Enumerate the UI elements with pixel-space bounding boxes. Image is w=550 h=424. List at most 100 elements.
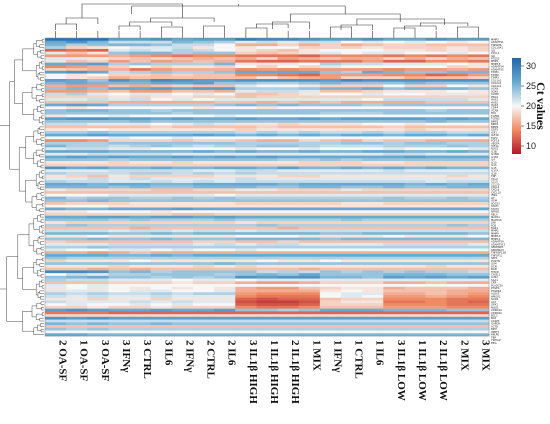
heatmap-cell [66, 333, 88, 337]
heatmap-cell [129, 139, 152, 143]
heatmap-cell [87, 237, 109, 241]
heatmap-cell [362, 54, 384, 58]
heatmap-cell [235, 76, 257, 80]
heatmap-cell [467, 221, 490, 225]
row-label: CXCL6 [491, 188, 500, 192]
heatmap-cell [193, 294, 215, 299]
heatmap-cell [108, 259, 130, 263]
dendrogram-branch [33, 43, 38, 55]
heatmap-cell [404, 54, 426, 58]
heatmap-cell [383, 79, 405, 83]
heatmap-cell [66, 111, 88, 115]
heatmap-cell [214, 128, 236, 132]
heatmap-cell [256, 70, 278, 74]
heatmap-cell [256, 270, 278, 274]
heatmap-cell [66, 207, 88, 211]
heatmap-cell [87, 234, 109, 238]
heatmap-cell [235, 193, 257, 197]
heatmap-cell [129, 325, 152, 329]
heatmap-cell [66, 210, 88, 214]
heatmap-cell [66, 161, 88, 165]
dendrogram-branch [41, 88, 44, 92]
dendrogram-branch [6, 256, 23, 322]
heatmap-cell [129, 286, 152, 290]
heatmap-cell [171, 212, 194, 216]
heatmap-cell [108, 303, 130, 307]
heatmap-cell [87, 65, 109, 69]
heatmap-cell [87, 48, 109, 52]
heatmap-cell [298, 232, 321, 236]
heatmap-cell [467, 182, 490, 186]
heatmap-cell [256, 303, 278, 307]
heatmap-cell [277, 234, 300, 238]
heatmap-cell [362, 202, 384, 206]
heatmap-cell [214, 289, 236, 293]
heatmap-cell [467, 289, 490, 293]
dendrogram-branch [39, 317, 44, 322]
heatmap-cell [66, 191, 88, 195]
heatmap-cell [277, 240, 300, 244]
heatmap-cell [66, 218, 88, 222]
heatmap-cell [45, 171, 67, 175]
heatmap-cell [256, 38, 278, 42]
heatmap-cell [129, 284, 152, 288]
heatmap-cell [256, 68, 278, 72]
heatmap-cell [404, 234, 426, 238]
row-label: ALOX5 [491, 292, 500, 296]
heatmap-cell [87, 98, 109, 102]
heatmap-cell [87, 284, 109, 288]
heatmap-cell [446, 330, 469, 334]
heatmap-cell [277, 207, 300, 211]
heatmap-cell [171, 193, 194, 197]
dendrogram-branch [65, 17, 99, 24]
heatmap-cell [150, 212, 173, 216]
heatmap-cell [362, 218, 384, 222]
heatmap-cell [319, 264, 342, 268]
heatmap-cell [383, 125, 405, 129]
heatmap-cell [298, 273, 321, 277]
heatmap-cell [256, 314, 278, 318]
heatmap-cell [129, 292, 152, 296]
heatmap-cell [66, 182, 88, 186]
heatmap-cell [404, 300, 426, 304]
heatmap-cell [171, 109, 194, 113]
heatmap-cell [446, 185, 469, 189]
heatmap-cell [256, 215, 278, 219]
heatmap-cell [150, 311, 173, 315]
heatmap-cell [277, 196, 300, 200]
heatmap-cell [214, 196, 236, 200]
heatmap-cell [108, 215, 130, 219]
heatmap-cell [319, 163, 342, 167]
heatmap-cell [87, 311, 109, 315]
heatmap-cell [362, 147, 384, 151]
heatmap-cell [446, 300, 469, 304]
heatmap-cell [298, 327, 321, 331]
heatmap-cell [298, 48, 321, 52]
heatmap-cell [383, 273, 405, 277]
heatmap-cell [341, 253, 363, 258]
heatmap-cell [319, 79, 342, 83]
heatmap-cell [362, 322, 384, 326]
heatmap-cell [214, 70, 236, 74]
heatmap-cell [467, 120, 490, 124]
heatmap-cell [446, 294, 469, 299]
heatmap-cell [446, 144, 469, 148]
heatmap-cell [193, 38, 215, 42]
heatmap-cell [362, 229, 384, 233]
heatmap-cell [256, 210, 278, 214]
heatmap-cell [45, 133, 67, 137]
heatmap-cell [467, 199, 490, 203]
heatmap-cell [129, 48, 152, 52]
heatmap-cell [214, 319, 236, 323]
heatmap-cell [404, 59, 426, 63]
heatmap-cell [383, 185, 405, 189]
heatmap-cell [193, 150, 215, 154]
heatmap-cell [45, 218, 67, 222]
row-label: YWHAZ [491, 338, 501, 342]
heatmap-cell [319, 180, 342, 184]
heatmap-cell [108, 333, 130, 337]
heatmap-cell [150, 215, 173, 219]
dendrogram-branch [40, 82, 44, 87]
heatmap-cell [256, 166, 278, 170]
row-label: PPIA [491, 341, 497, 345]
